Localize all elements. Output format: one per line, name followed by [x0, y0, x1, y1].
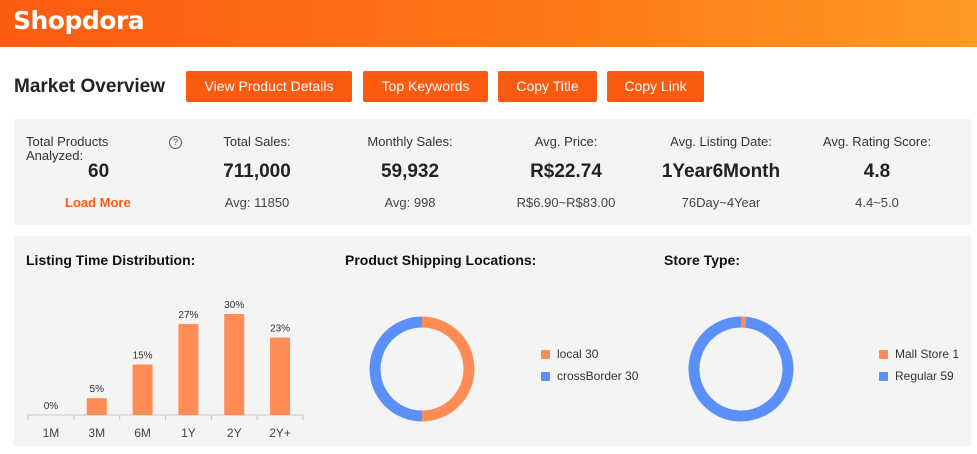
copy-link-button[interactable]: Copy Link	[607, 71, 704, 102]
listing-time-bar-chart: 0% 1M 5% 3M 15% 6M 27% 1Y 30% 2Y 23% 2Y+	[27, 300, 304, 440]
tick-label: 1Y	[181, 426, 196, 440]
data-label: 30%	[224, 300, 244, 311]
tick-label: 2Y+	[269, 426, 291, 440]
legend-swatch	[879, 350, 888, 359]
top-bar: Shopdora	[0, 0, 977, 47]
legend-swatch	[541, 372, 550, 381]
stat-label: Avg. Listing Date:	[670, 134, 772, 149]
page-title: Market Overview	[14, 76, 166, 97]
stat-sub: 4.4~5.0	[855, 195, 899, 210]
tick-label: 3M	[88, 426, 105, 440]
shipping-locations-title: Product Shipping Locations:	[345, 252, 537, 268]
stat-value: R$22.74	[530, 161, 602, 182]
help-icon[interactable]: ?	[169, 136, 182, 149]
bar-2y-plus	[270, 337, 291, 415]
tick-label: 1M	[43, 426, 60, 440]
load-more-link[interactable]: Load More	[65, 195, 131, 210]
top-keywords-button[interactable]: Top Keywords	[363, 71, 488, 102]
stat-sub: Avg: 998	[384, 195, 436, 210]
tick-label: 6M	[134, 426, 151, 440]
legend-swatch	[541, 350, 550, 359]
legend-regular[interactable]: Regular 59	[879, 369, 954, 383]
tick-label: 2Y	[227, 426, 242, 440]
data-label: 27%	[178, 310, 198, 321]
stat-label: Total Products	[26, 134, 109, 149]
stat-sub: R$6.90~R$83.00	[516, 195, 616, 210]
slice-local	[421, 316, 475, 422]
stat-value: 1Year6Month	[661, 161, 781, 182]
stat-value: 711,000	[223, 161, 291, 182]
shipping-locations-donut	[369, 316, 475, 422]
data-label: 5%	[90, 384, 105, 395]
legend-mall-store[interactable]: Mall Store 1	[879, 347, 959, 361]
listing-time-title: Listing Time Distribution:	[26, 252, 196, 268]
bar-3m	[86, 398, 107, 415]
slice-crossborder	[369, 316, 423, 422]
bar-6m	[132, 364, 153, 415]
legend-label: local 30	[557, 347, 599, 361]
stat-sub: 76Day~4Year	[681, 195, 761, 210]
bar-1y	[178, 324, 199, 415]
data-label: 15%	[133, 351, 153, 362]
legend-swatch	[879, 372, 888, 381]
stat-value: 4.8	[863, 161, 891, 182]
legend-label: Regular 59	[895, 369, 954, 383]
bar-2y	[224, 314, 245, 415]
data-label: 0%	[44, 401, 59, 412]
store-type-donut	[688, 316, 794, 422]
legend-crossborder[interactable]: crossBorder 30	[541, 369, 638, 383]
stat-label: Avg. Rating Score:	[822, 134, 932, 149]
legend-local[interactable]: local 30	[541, 347, 598, 361]
stat-sub: Avg: 11850	[224, 195, 290, 210]
stat-label: Analyzed:	[26, 148, 84, 163]
stat-value: 60	[88, 161, 110, 182]
store-type-title: Store Type:	[664, 252, 740, 268]
stat-value: 59,932	[380, 161, 440, 182]
charts-panel: Listing Time Distribution: Product Shipp…	[14, 236, 971, 446]
stat-label: Total Sales:	[223, 134, 291, 149]
data-label: 23%	[270, 324, 290, 335]
copy-title-button[interactable]: Copy Title	[498, 71, 597, 102]
shopdora-logo[interactable]: Shopdora	[13, 6, 145, 35]
legend-label: Mall Store 1	[895, 347, 960, 361]
slice-regular	[688, 316, 794, 422]
view-product-details-button[interactable]: View Product Details	[186, 71, 352, 102]
stats-panel: Total Products Analyzed: ? 60 Load More …	[14, 119, 971, 225]
stat-label: Avg. Price:	[534, 134, 598, 149]
stat-label: Monthly Sales:	[367, 134, 453, 149]
legend-label: crossBorder 30	[557, 369, 639, 383]
